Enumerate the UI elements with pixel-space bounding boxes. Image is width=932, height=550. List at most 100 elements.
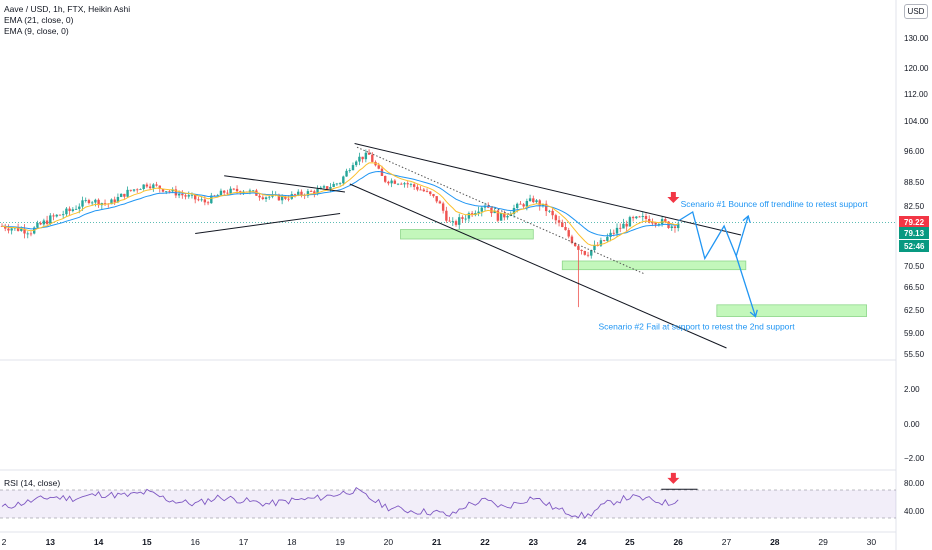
price-tick-label: 120.00 [904, 64, 929, 73]
candle-body [61, 214, 65, 216]
candle-body [396, 183, 400, 185]
candle-body [23, 228, 26, 234]
rsi-line [1, 486, 679, 519]
rsi-tick-label: 80.00 [904, 479, 925, 488]
candle-body [599, 240, 603, 246]
candle-body [103, 203, 107, 204]
candle-body [400, 183, 403, 185]
candle-body [110, 199, 113, 205]
candle-body [573, 242, 577, 247]
candle-body [580, 249, 583, 252]
candle-body [644, 216, 648, 220]
candle-body [461, 217, 464, 219]
candle-body [561, 222, 564, 228]
candle-body [477, 211, 480, 214]
candle-body [36, 222, 39, 228]
price-badge [899, 240, 929, 252]
candle-body [438, 201, 442, 204]
candle-body [648, 219, 651, 223]
candle-body [229, 188, 232, 194]
candle-body [78, 206, 81, 209]
scenario-1-path [677, 210, 749, 261]
pennant-upper-trendline [224, 175, 345, 193]
rsi-legend: RSI (14, close) [4, 478, 61, 488]
candle-body [432, 194, 435, 197]
candle-body [326, 186, 329, 189]
time-tick-label: 2 [2, 537, 7, 547]
time-tick-label: 27 [722, 537, 732, 547]
time-tick-label: 17 [239, 537, 249, 547]
candle-body [94, 199, 97, 203]
price-tick-label: 88.50 [904, 178, 925, 187]
time-tick-label: 15 [142, 537, 152, 547]
candle-body [570, 236, 574, 243]
candle-body [548, 210, 551, 212]
candle-body [4, 226, 7, 229]
scenario-1-arrowhead [742, 214, 751, 223]
candle-body [506, 215, 509, 218]
candle-body [181, 194, 184, 196]
candle-body [390, 180, 393, 184]
candle-body [90, 202, 94, 204]
candle-body [535, 200, 538, 203]
candle-body [406, 183, 409, 185]
indicator-tick-label: −2.00 [904, 454, 925, 463]
candle-body [619, 227, 622, 229]
candle-body [116, 196, 120, 203]
candle-body [251, 190, 255, 192]
candle-body [625, 223, 628, 227]
candle-body [219, 190, 223, 196]
candle-body [538, 200, 541, 207]
support-zone [561, 260, 747, 271]
candle-body [532, 198, 535, 203]
candle-body [329, 186, 332, 189]
price-badge-label: 52:46 [904, 242, 925, 251]
price-down-arrow-marker [667, 192, 680, 203]
time-tick-label: 29 [818, 537, 828, 547]
candle-body [45, 220, 49, 224]
time-tick-label: 25 [625, 537, 635, 547]
candle-body [300, 191, 303, 196]
candle-body [677, 223, 680, 229]
candle-body [628, 217, 632, 227]
indicator-tick-label: 2.00 [904, 385, 920, 394]
chart-legend: Aave / USD, 1h, FTX, Heikin Ashi EMA (21… [4, 4, 130, 37]
candle-body [136, 189, 139, 191]
candle-body [119, 193, 123, 197]
dotted-channel-trendline [356, 146, 645, 275]
candle-body [81, 200, 84, 207]
candle-body [165, 191, 168, 193]
candle-body [145, 184, 149, 187]
candle-body [306, 191, 310, 196]
candle-body [322, 186, 326, 188]
time-tick-label: 19 [335, 537, 345, 547]
time-tick-label: 28 [770, 537, 780, 547]
price-badge [899, 227, 929, 239]
time-tick-label: 23 [529, 537, 539, 547]
time-tick-label: 30 [867, 537, 877, 547]
price-tick-label: 66.50 [904, 283, 925, 292]
candle-body [132, 189, 136, 191]
wedge-lower-trendline [349, 183, 727, 349]
candle-body [422, 189, 426, 192]
candle-body [226, 192, 229, 194]
price-tick-label: 96.00 [904, 147, 925, 156]
candle-body [564, 227, 567, 231]
candle-body [293, 194, 297, 195]
candle-body [409, 184, 413, 186]
candle-body [68, 208, 71, 212]
candle-body [387, 181, 390, 184]
scenario-2-path [735, 255, 757, 317]
candle-body [123, 193, 126, 197]
time-tick-label: 21 [432, 537, 442, 547]
candle-body [158, 185, 161, 189]
candle-body [557, 220, 561, 223]
candle-body [355, 161, 358, 166]
currency-button[interactable]: USD [904, 4, 928, 19]
candle-body [631, 217, 635, 219]
candle-body [567, 230, 570, 237]
candle-body [58, 214, 62, 216]
candle-body [467, 213, 471, 219]
scenario-1-note: Scenario #1 Bounce off trendline to rete… [681, 199, 869, 209]
